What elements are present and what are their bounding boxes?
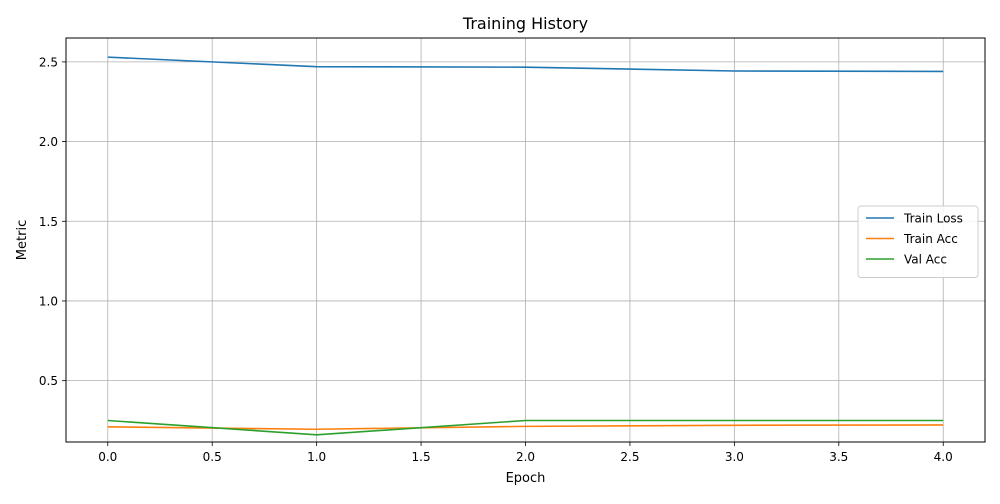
- y-tick-label: 2.0: [39, 135, 58, 149]
- x-tick-label: 4.0: [934, 450, 953, 464]
- x-axis-label: Epoch: [506, 471, 546, 486]
- series-line-val-acc: [107, 419, 944, 436]
- x-tick-label: 0.5: [203, 450, 222, 464]
- x-tick-label: 2.5: [620, 450, 639, 464]
- x-tick-label: 2.0: [516, 450, 535, 464]
- y-axis-ticks: 0.5 1.0 1.5 2.0 2.5: [39, 55, 66, 388]
- y-tick-label: 2.5: [39, 55, 58, 69]
- x-tick-label: 0.0: [98, 450, 117, 464]
- legend-label-train-loss: Train Loss: [903, 212, 963, 226]
- chart-title: Training History: [462, 14, 588, 33]
- x-tick-label: 3.5: [829, 450, 848, 464]
- series-line-train-acc: [107, 424, 944, 431]
- y-tick-label: 1.0: [39, 294, 58, 308]
- series-line-train-loss: [107, 56, 944, 73]
- y-tick-label: 0.5: [39, 374, 58, 388]
- x-tick-label: 1.0: [307, 450, 326, 464]
- y-axis-label: Metric: [15, 220, 30, 260]
- x-tick-label: 3.0: [725, 450, 744, 464]
- x-tick-label: 1.5: [412, 450, 431, 464]
- legend: Train Loss Train Acc Val Acc: [857, 205, 979, 278]
- legend-label-train-acc: Train Acc: [903, 232, 958, 246]
- x-axis-ticks: 0.0 0.5 1.0 1.5 2.0 2.5 3.0 3.5 4.0: [98, 442, 953, 464]
- y-tick-label: 1.5: [39, 215, 58, 229]
- grid: [66, 38, 985, 442]
- legend-label-val-acc: Val Acc: [904, 253, 947, 267]
- series-lines: [107, 56, 944, 436]
